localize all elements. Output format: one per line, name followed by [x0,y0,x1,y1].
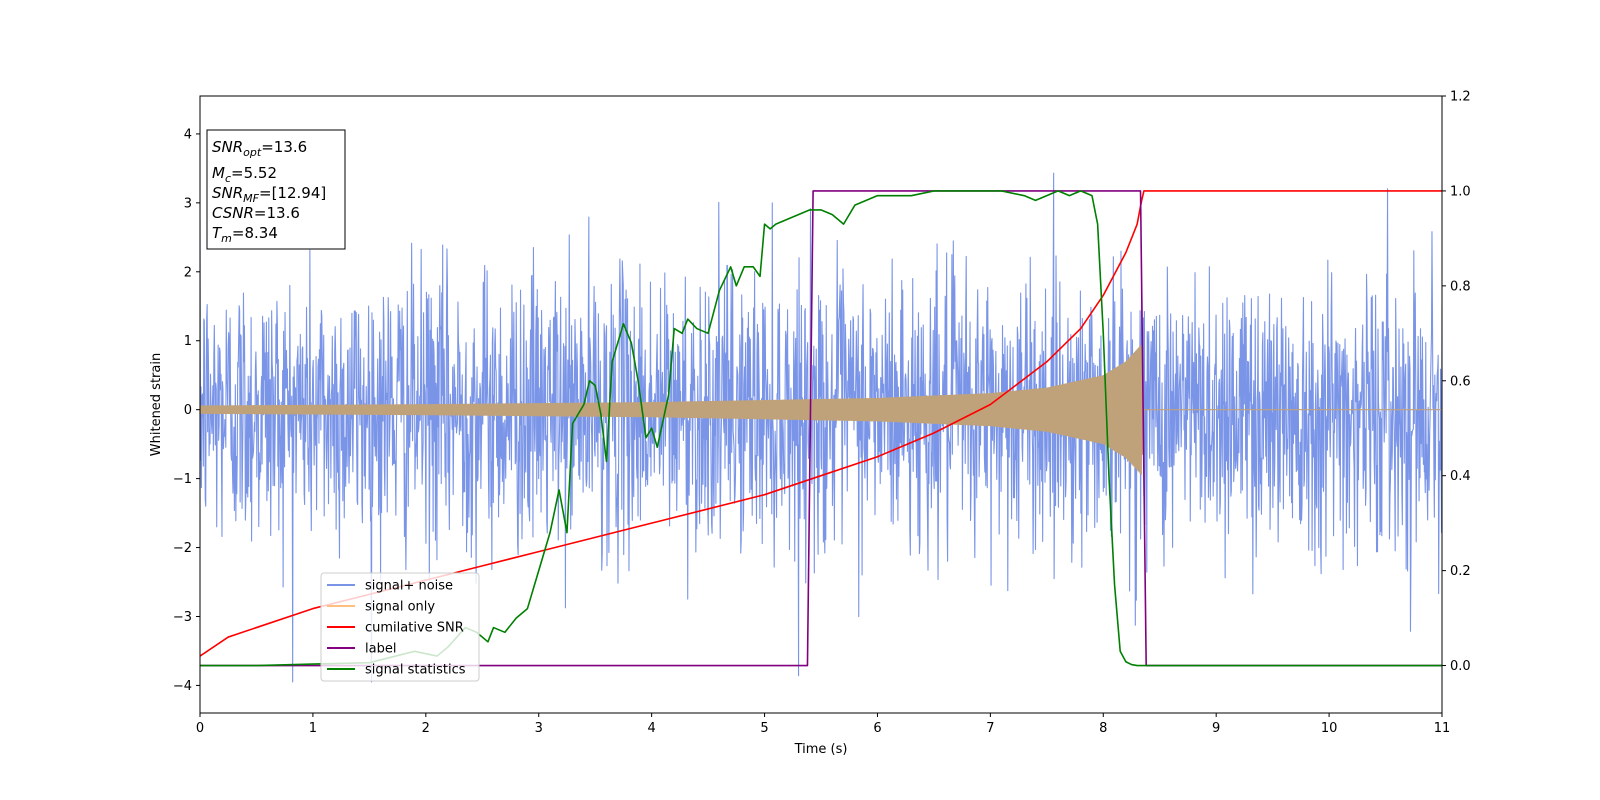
info-line: Tm=8.34 [212,224,278,245]
info-line: CSNR=13.6 [212,204,300,222]
x-tick-label: 8 [1099,721,1107,736]
y-axis-right: 0.0 0.2 0.4 0.6 0.8 1.0 1.2 [1442,90,1471,674]
x-tick-label: 7 [986,721,994,736]
y-tick-label: −3 [173,610,192,625]
y2-tick-label: 0.8 [1450,279,1471,294]
y-axis-label: Whitened strain [149,353,164,456]
legend-label: cumilative SNR [365,621,464,636]
info-box: SNRopt=13.6 Mc=5.52SNRMF=[12.94]CSNR=13.6… [206,129,346,250]
x-axis: 0 1 2 3 4 5 6 7 8 9 10 11 [196,713,1450,736]
series-signal-statistics [200,190,1442,667]
y2-tick-label: 1.2 [1450,90,1471,105]
y-tick-label: 2 [184,265,192,280]
info-line: SNRopt=13.6 [212,138,307,159]
series-signal-only [200,345,1442,475]
x-tick-label: 11 [1434,721,1451,736]
y2-tick-label: 1.0 [1450,184,1471,199]
y-tick-label: 4 [184,127,192,142]
y-tick-label: 0 [184,403,192,418]
legend-label: label [365,642,396,657]
info-box-frame [206,129,346,250]
y-tick-label: −1 [173,472,192,487]
x-tick-label: 1 [309,721,317,736]
axes-frame [199,95,1443,714]
info-line: SNRMF=[12.94] [212,184,326,205]
x-tick-label: 9 [1212,721,1220,736]
y-axis-left: −4 −3 −2 −1 0 1 2 3 4 [173,127,200,694]
legend: signal+ noise signal only cumilative SNR la… [320,572,480,682]
x-tick-label: 10 [1321,721,1338,736]
x-tick-label: 0 [196,721,204,736]
x-tick-label: 5 [760,721,768,736]
legend-frame [320,572,480,682]
y-tick-label: 1 [184,334,192,349]
legend-label: signal only [365,600,435,615]
y-tick-label: −2 [173,541,192,556]
x-tick-label: 2 [422,721,430,736]
x-axis-label: Time (s) [794,742,848,757]
y2-tick-label: 0.2 [1450,564,1471,579]
y2-tick-label: 0.6 [1450,374,1471,389]
y-tick-label: −4 [173,679,192,694]
series-signal-noise [200,172,1442,683]
x-tick-label: 6 [873,721,881,736]
y2-tick-label: 0.0 [1450,659,1471,674]
legend-label: signal statistics [365,663,466,678]
x-tick-label: 3 [535,721,543,736]
legend-label: signal+ noise [365,579,453,594]
y-tick-label: 3 [184,196,192,211]
info-line: Mc=5.52 [212,164,277,185]
y2-tick-label: 0.4 [1450,469,1471,484]
x-tick-label: 4 [647,721,655,736]
